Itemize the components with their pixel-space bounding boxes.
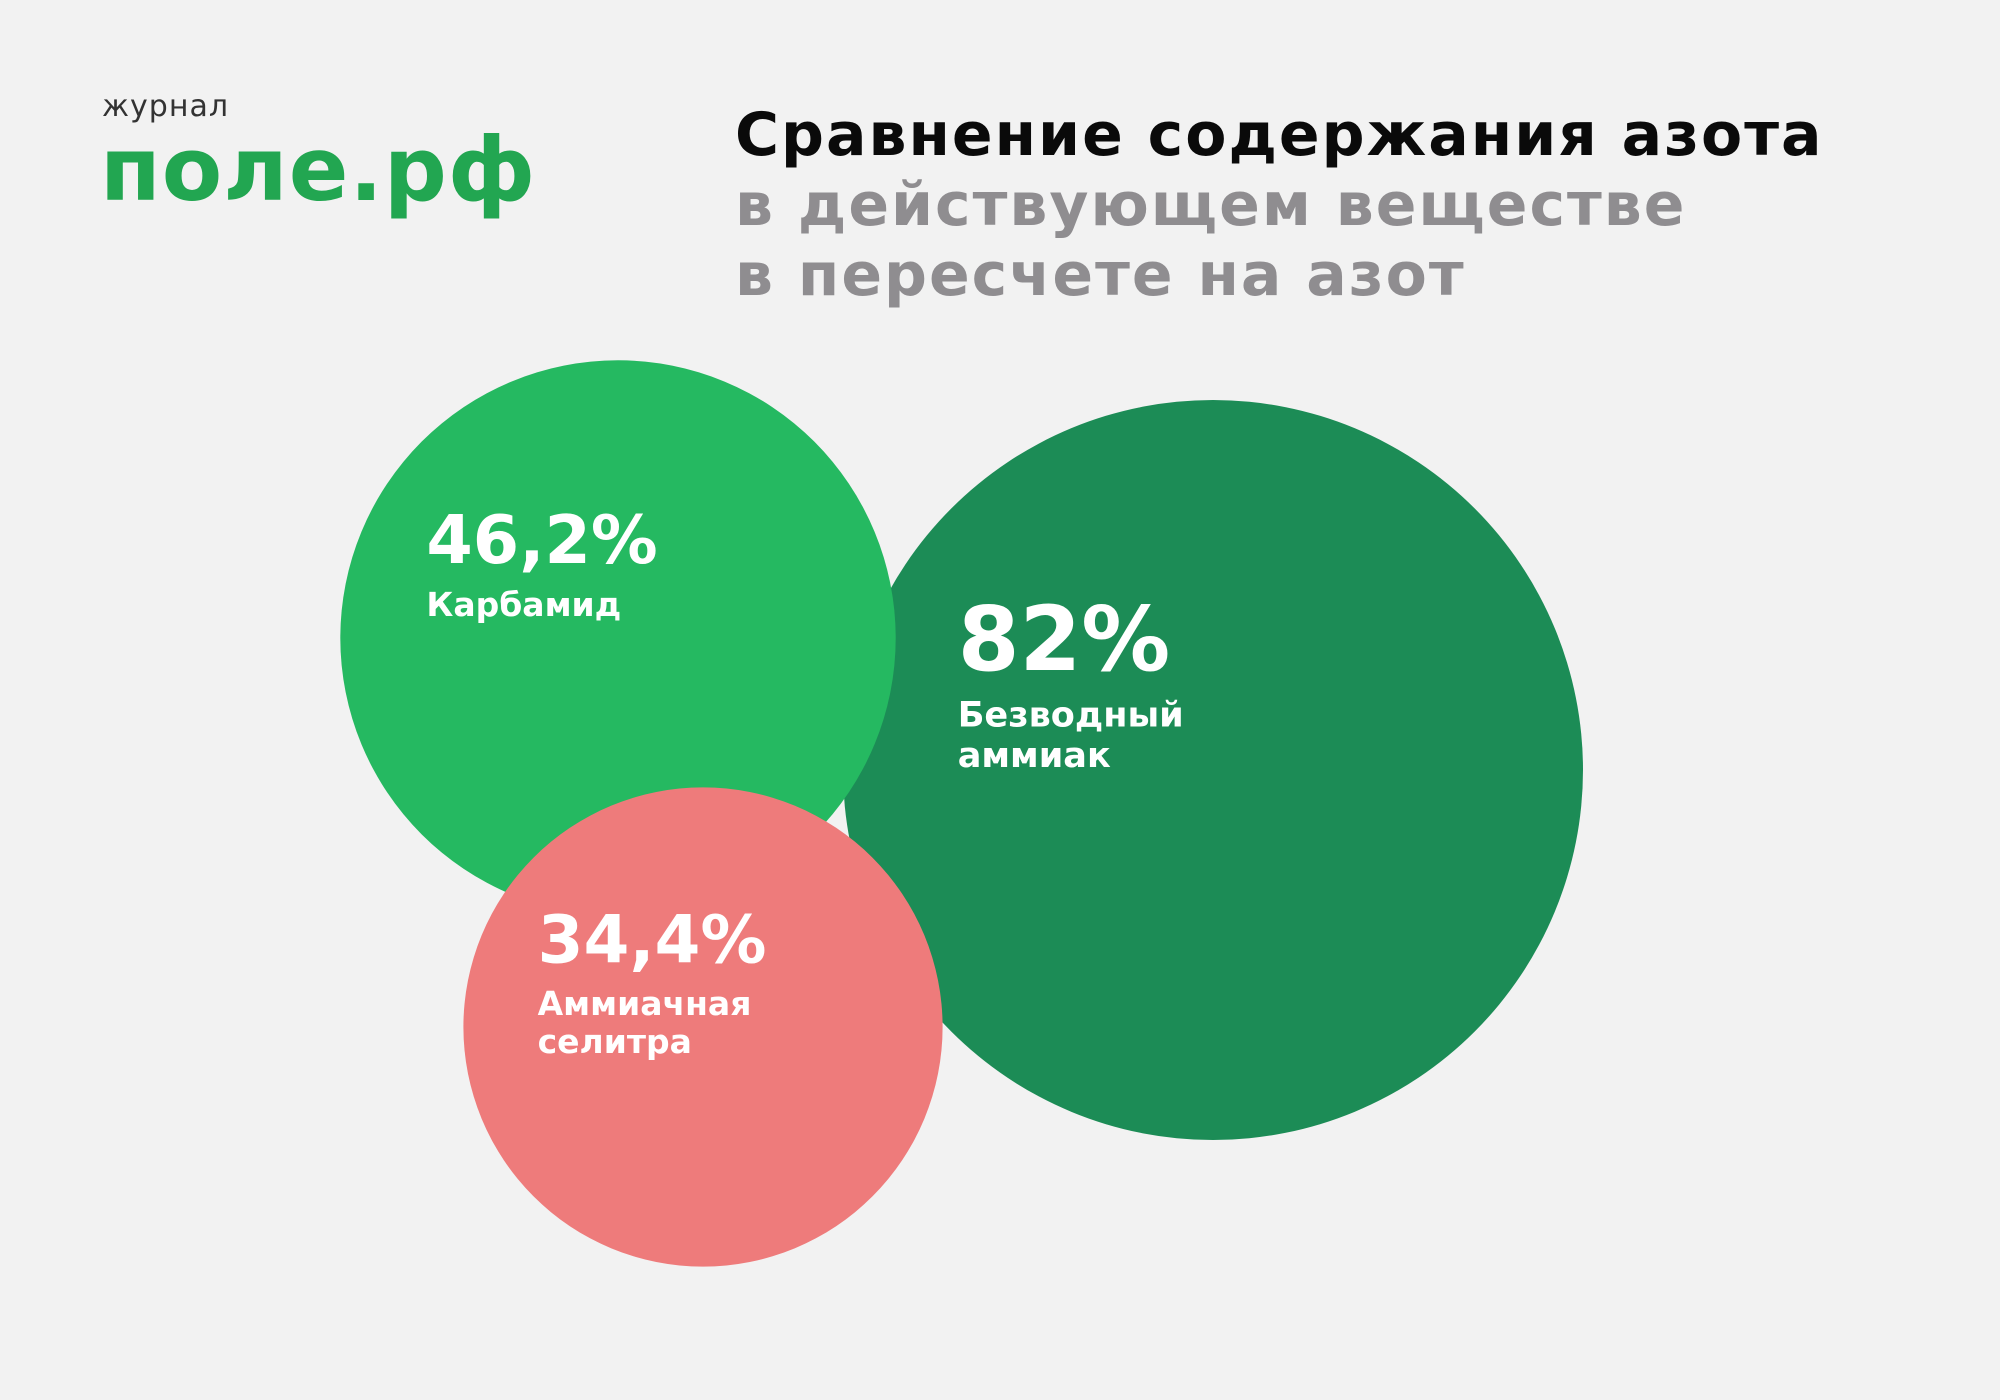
bubble-name-label: селитра xyxy=(538,1022,692,1061)
title-line-3: в пересчете на азот xyxy=(735,240,1466,310)
title-line-2: в действующем веществе xyxy=(735,170,1687,240)
bubble-circle xyxy=(463,787,943,1267)
logo-caption: журнал xyxy=(102,89,229,124)
bubble-name-label: Безводный xyxy=(958,694,1184,735)
logo-wordmark: поле.рф xyxy=(100,118,537,221)
bubble-circle xyxy=(340,360,896,916)
title-line-1: Сравнение содержания азота xyxy=(735,100,1824,170)
logo: журнал поле.рф xyxy=(100,90,540,220)
bubble-circle xyxy=(843,400,1583,1140)
bubble-name-label: Карбамид xyxy=(426,585,621,624)
bubble-value-label: 46,2% xyxy=(426,501,657,579)
bubble-value-label: 34,4% xyxy=(538,901,767,978)
bubble-1: 46,2% Карбамид xyxy=(340,360,896,916)
bubble-value-label: 82% xyxy=(958,588,1171,691)
bubble-name-label: аммиак xyxy=(958,735,1111,776)
bubble-name-label: Аммиачная xyxy=(538,984,752,1023)
chart-title: Сравнение содержания азота в действующем… xyxy=(735,100,1975,310)
